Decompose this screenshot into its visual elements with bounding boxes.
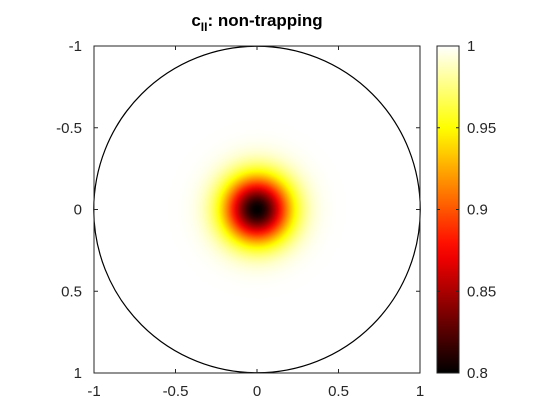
colorbar-tick-label: 0.95 [467, 120, 496, 137]
chart-title: cII: non-trapping [191, 11, 322, 34]
x-tick-label: 1 [416, 383, 424, 400]
x-tick-label: 0.5 [328, 383, 349, 400]
colorbar-ticks: 0.8 0.85 0.9 0.95 1 [437, 38, 496, 382]
colorbar [436, 45, 460, 374]
chart-title-subscript: II [201, 20, 208, 34]
y-tick-label: 0.5 [61, 283, 82, 300]
y-tick-label: -1 [69, 38, 82, 55]
heatmap-bump [152, 105, 362, 314]
colorbar-tick-label: 1 [467, 38, 475, 55]
chart-title-rest: : non-trapping [207, 11, 322, 30]
colorbar-tick-label: 0.8 [467, 365, 488, 382]
x-tick-label: -0.5 [163, 383, 189, 400]
colorbar-tick-label: 0.9 [467, 202, 488, 219]
x-axis-ticks: -1 -0.5 0 0.5 1 [87, 46, 424, 400]
x-tick-label: 0 [253, 383, 261, 400]
y-tick-label: -0.5 [56, 120, 82, 137]
y-axis-ticks: -1 -0.5 0 0.5 1 [56, 38, 420, 382]
y-tick-label: 0 [74, 202, 82, 219]
x-tick-label: -1 [87, 383, 100, 400]
chart-title-main: c [191, 11, 200, 30]
y-tick-label: 1 [74, 365, 82, 382]
colorbar-tick-label: 0.85 [467, 283, 496, 300]
